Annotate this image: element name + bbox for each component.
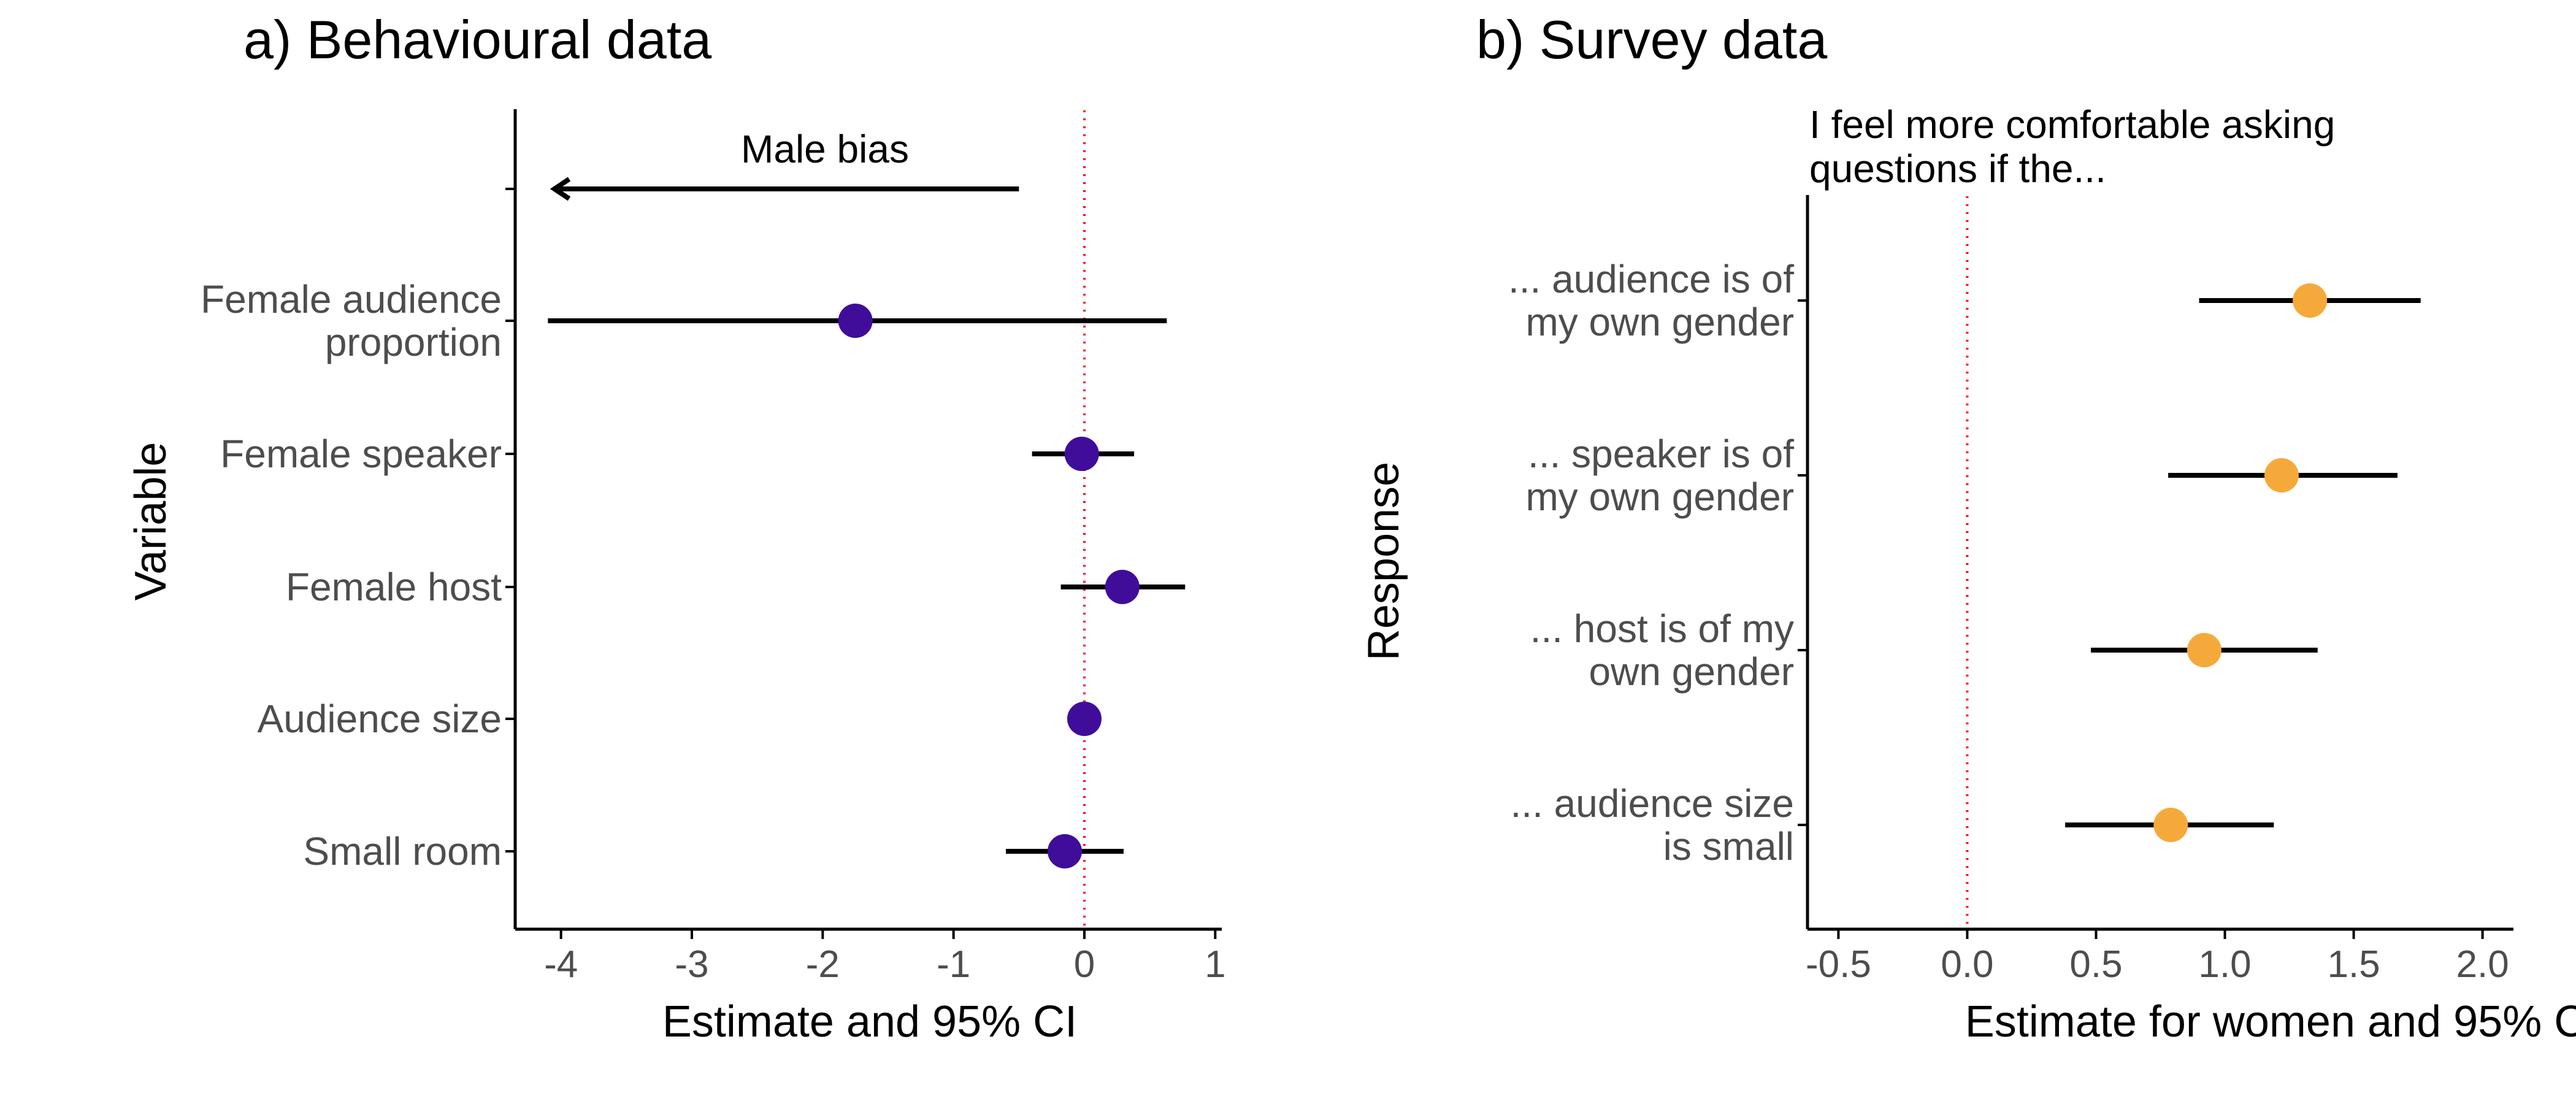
panel-b-x-axis-title: Estimate for women and 95% CI	[1965, 997, 2576, 1046]
panel-b-category-label: ... audience is of my own gender	[1508, 257, 1794, 344]
panel-b-y-axis-title: Response	[1359, 462, 1408, 661]
panel-a-point	[838, 304, 873, 338]
panel-b: b) Survey data I feel more comfortable a…	[1359, 9, 2576, 1046]
panel-a-category-label: Audience size	[258, 697, 502, 741]
panel-a-point	[1048, 834, 1082, 868]
male-bias-arrow-head	[550, 177, 571, 201]
panel-a-x-tick-label: -1	[937, 943, 970, 986]
panel-b-point	[2187, 633, 2221, 667]
panel-b-x-tick-label: 1.0	[2198, 943, 2251, 986]
panel-b-category-label: ... audience size is small	[1511, 781, 1795, 868]
panel-b-category-label: ... host is of my own gender	[1530, 607, 1794, 694]
panel-a-x-tick-label: -4	[544, 943, 578, 986]
panel-a-point	[1064, 437, 1099, 471]
panel-a-point	[1105, 570, 1140, 604]
panel-b-point	[2264, 458, 2299, 493]
panel-a: a) Behavioural data Variable Estimate an…	[126, 9, 1226, 1046]
panel-a-x-tick-label: -3	[675, 943, 708, 986]
panel-b-x-tick-label: 0.0	[1941, 943, 1993, 986]
panel-b-category-label: ... speaker is of my own gender	[1525, 432, 1794, 519]
panel-b-x-tick-label: 1.5	[2327, 943, 2380, 986]
panel-a-category-label: Female audience proportion	[201, 277, 502, 364]
panel-a-x-tick-label: -2	[806, 943, 840, 986]
panel-b-x-tick-label: -0.5	[1806, 943, 1871, 986]
panel-b-point	[2153, 808, 2188, 842]
panel-a-category-label: Female speaker	[220, 432, 502, 476]
panel-b-x-tick-label: 0.5	[2069, 943, 2122, 986]
panel-a-male-bias-label: Male bias	[741, 127, 909, 171]
panel-a-point	[1067, 702, 1102, 736]
panel-b-x-tick-label: 2.0	[2456, 943, 2509, 986]
panel-a-x-tick-label: 0	[1074, 943, 1095, 986]
panel-a-category-label: Small room	[303, 829, 502, 873]
panel-a-category-label: Female host	[286, 565, 502, 609]
panel-a-title: a) Behavioural data	[243, 9, 711, 70]
panel-b-subtitle: I feel more comfortable asking questions…	[1809, 102, 2346, 191]
panel-a-x-tick-label: 1	[1205, 943, 1225, 986]
panel-a-x-axis-title: Estimate and 95% CI	[662, 997, 1077, 1046]
panel-a-y-axis-title: Variable	[126, 442, 175, 601]
panel-b-title: b) Survey data	[1476, 9, 1827, 70]
panel-b-point	[2293, 283, 2328, 318]
